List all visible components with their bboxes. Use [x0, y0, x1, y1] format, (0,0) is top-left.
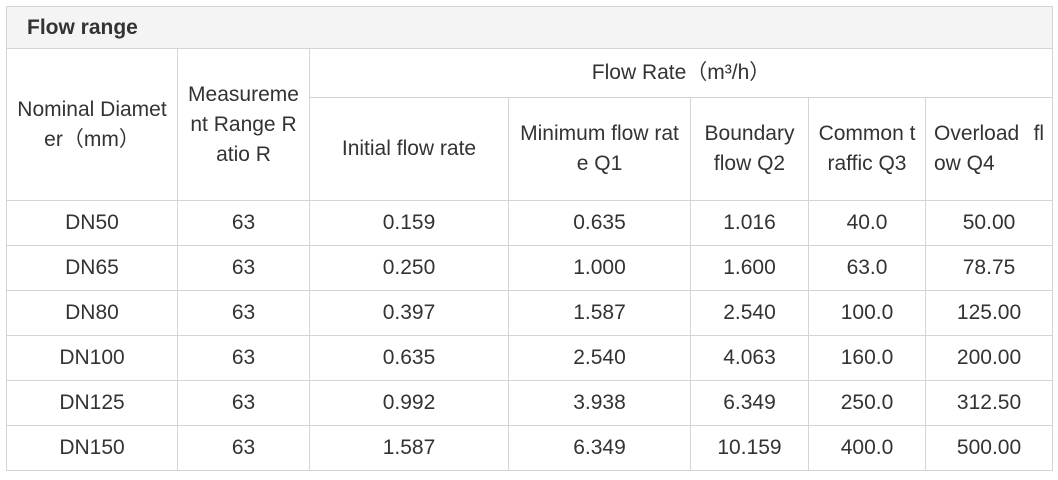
- table-cell: 63: [177, 200, 310, 246]
- header-cell: Initial flow rate: [309, 97, 509, 201]
- table-cell: 63: [177, 380, 310, 426]
- table-cell: 63: [177, 290, 310, 336]
- table-row: DN150 63 1.587 6.349 10.159 400.0 500.00: [6, 425, 1054, 471]
- header-cell: Minimum flow rate Q1: [508, 97, 691, 201]
- table-cell: 250.0: [808, 380, 926, 426]
- table-cell: 50.00: [924, 200, 1054, 246]
- table-row: DN80 63 0.397 1.587 2.540 100.0 125.00: [6, 290, 1054, 336]
- header-cell: Flow Rate（m³/h）: [308, 48, 1054, 98]
- flow-table: Flow range Nominal Diameter（mm） Measurem…: [5, 6, 1054, 471]
- header-cell: Overload flow Q4: [924, 97, 1054, 201]
- table-cell: 1.587: [309, 425, 509, 471]
- table-cell: DN100: [6, 335, 178, 381]
- table-cell: 3.938: [508, 380, 691, 426]
- table-cell: 1.000: [508, 245, 691, 291]
- table-cell: 312.50: [924, 380, 1054, 426]
- table-cell: DN65: [6, 245, 178, 291]
- table-title: Flow range: [5, 6, 1054, 49]
- table-cell: 1.600: [690, 245, 809, 291]
- header-cell: Measurement Range Ratio R: [177, 48, 310, 201]
- table-cell: 0.635: [309, 335, 509, 381]
- table-cell: DN50: [6, 200, 178, 246]
- table-row: DN50 63 0.159 0.635 1.016 40.0 50.00: [6, 200, 1054, 246]
- table-cell: 78.75: [924, 245, 1054, 291]
- table-cell: DN80: [6, 290, 178, 336]
- table-cell: 63: [177, 245, 310, 291]
- table-cell: 0.159: [309, 200, 509, 246]
- table-cell: 1.587: [508, 290, 691, 336]
- table-cell: 6.349: [690, 380, 809, 426]
- header-cell: Common traffic Q3: [808, 97, 926, 201]
- header-cell: Boundary flow Q2: [690, 97, 809, 201]
- table-cell: 2.540: [508, 335, 691, 381]
- table-cell: 1.016: [690, 200, 809, 246]
- table-cell: 100.0: [808, 290, 926, 336]
- table-cell: 0.992: [309, 380, 509, 426]
- table-cell: 63.0: [808, 245, 926, 291]
- table-cell: 125.00: [924, 290, 1054, 336]
- table-cell: 6.349: [508, 425, 691, 471]
- table-cell: 500.00: [924, 425, 1054, 471]
- table-cell: 4.063: [690, 335, 809, 381]
- table-cell: 0.397: [309, 290, 509, 336]
- table-cell: DN125: [6, 380, 178, 426]
- table-cell: 200.00: [924, 335, 1054, 381]
- table-cell: 400.0: [808, 425, 926, 471]
- table-cell: 0.635: [508, 200, 691, 246]
- table-cell: 63: [177, 335, 310, 381]
- table-cell: 63: [177, 425, 310, 471]
- table-cell: 10.159: [690, 425, 809, 471]
- table-cell: 160.0: [808, 335, 926, 381]
- table-cell: 0.250: [309, 245, 509, 291]
- table-row: DN100 63 0.635 2.540 4.063 160.0 200.00: [6, 335, 1054, 381]
- table-cell: DN150: [6, 425, 178, 471]
- table-cell: 40.0: [808, 200, 926, 246]
- table-row: DN125 63 0.992 3.938 6.349 250.0 312.50: [6, 380, 1054, 426]
- header-cell: Nominal Diameter（mm）: [6, 48, 178, 201]
- table-cell: 2.540: [690, 290, 809, 336]
- table-row: DN65 63 0.250 1.000 1.600 63.0 78.75: [6, 245, 1054, 291]
